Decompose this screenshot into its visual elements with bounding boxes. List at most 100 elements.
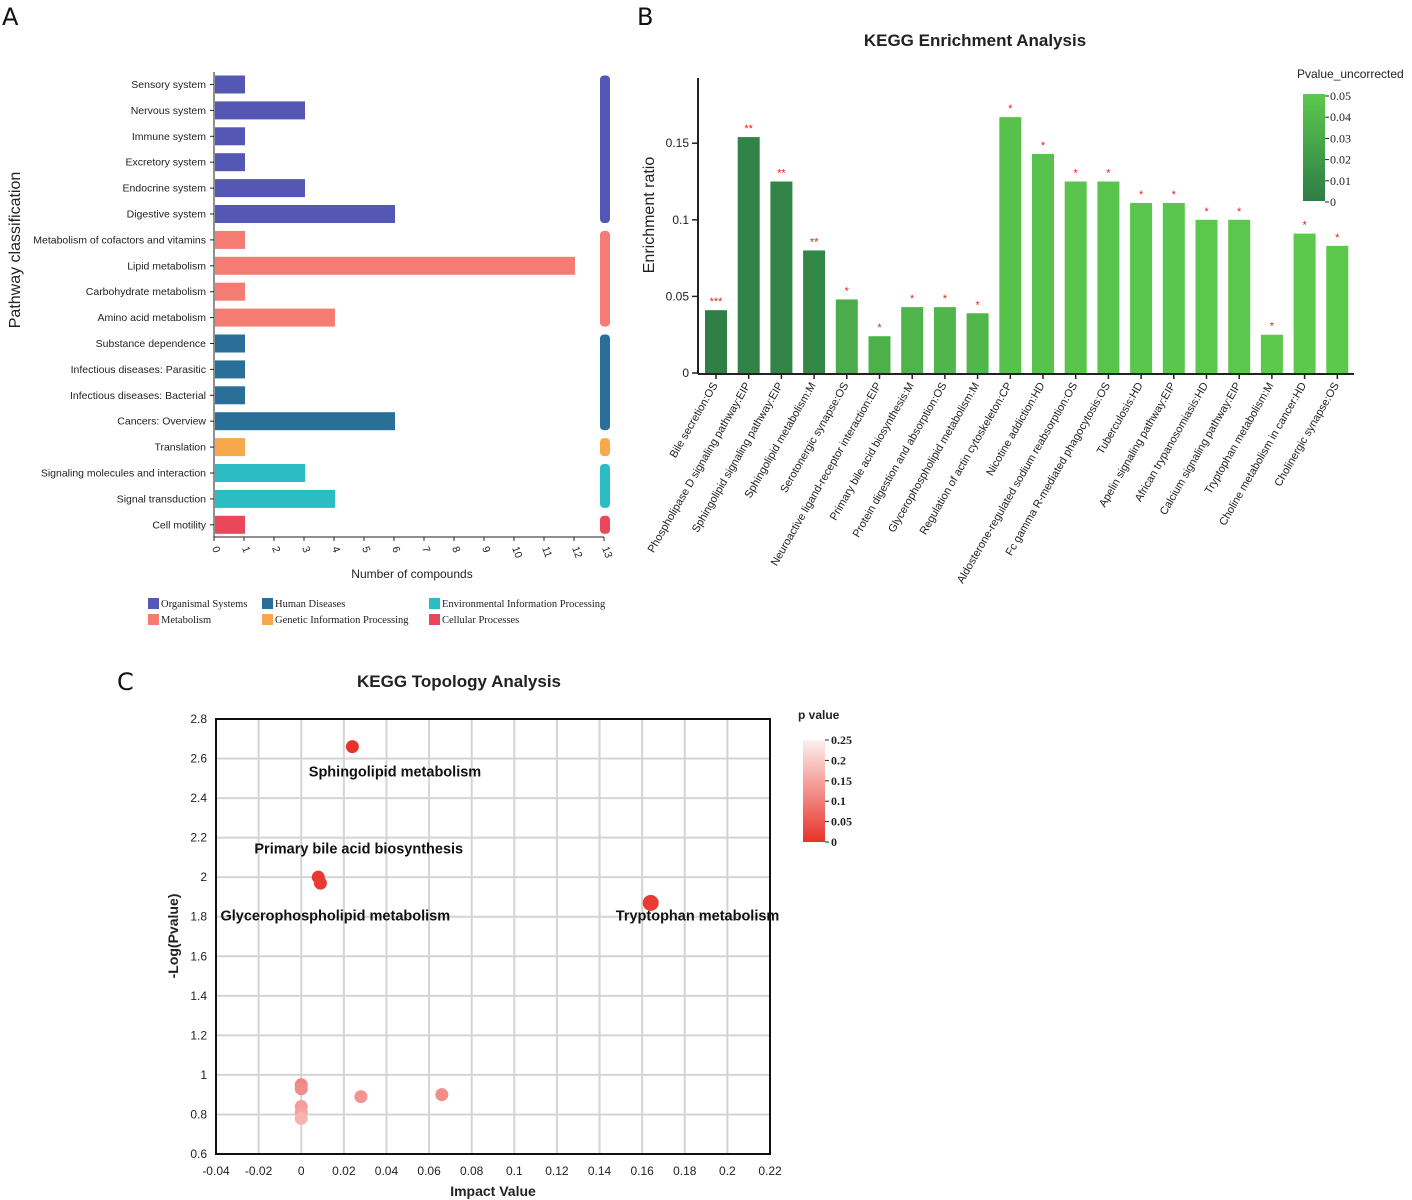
a-bar [215, 127, 245, 146]
a-legend-label: Organismal Systems [161, 599, 247, 610]
a-bar [215, 230, 245, 249]
a-group-indicator [600, 515, 610, 534]
c-data-point [313, 876, 327, 890]
a-category-label: Translation [154, 442, 206, 454]
a-category-label: Immune system [132, 131, 206, 143]
c-x-tick-label: 0.22 [758, 1164, 782, 1178]
a-category-label: Lipid metabolism [127, 260, 206, 272]
c-x-tick-label: 0.02 [332, 1164, 356, 1178]
c-x-tick-label: 0.18 [673, 1164, 697, 1178]
a-x-tick-label: 4 [329, 545, 342, 555]
a-bar [215, 360, 245, 379]
a-category-label: Signaling molecules and interaction [41, 468, 206, 480]
a-bar [215, 334, 245, 353]
c-chart-title: KEGG Topology Analysis [357, 672, 561, 691]
b-significance-mark: * [1270, 321, 1275, 333]
b-significance-mark: * [1302, 220, 1307, 232]
c-data-point [435, 1088, 449, 1102]
c-colorbar-tick-label: 0 [831, 835, 837, 849]
a-group-indicator [600, 464, 610, 508]
a-x-tick-label: 8 [449, 545, 462, 555]
panel-b-kegg-enrichment: KEGG Enrichment Analysis Enrichment rati… [641, 31, 1404, 586]
a-x-tick-label: 5 [359, 545, 372, 555]
c-y-tick-label: 0.8 [190, 1107, 207, 1121]
b-bar [1293, 233, 1316, 373]
panel-a-pathway-classification: Pathway classification Number of compoun… [7, 72, 615, 626]
b-significance-mark: ** [810, 236, 819, 248]
b-bar [1326, 245, 1349, 373]
c-y-tick-label: 1 [200, 1068, 207, 1082]
b-bar [737, 137, 760, 373]
a-category-label: Infectious diseases: Parasitic [71, 364, 206, 376]
b-colorbar-title: Pvalue_uncorrected [1297, 67, 1404, 81]
b-bar [1097, 181, 1120, 373]
a-legend-swatch [148, 614, 159, 625]
b-significance-mark: * [943, 293, 948, 305]
b-significance-mark: * [1139, 189, 1144, 201]
b-significance-mark: * [1237, 206, 1242, 218]
b-significance-mark: *** [710, 296, 724, 308]
a-bar [215, 464, 305, 482]
b-bar [1032, 153, 1054, 373]
c-x-tick-label: -0.04 [202, 1164, 230, 1178]
a-bar [215, 308, 335, 327]
c-colorbar [803, 740, 825, 842]
a-bar [215, 75, 245, 94]
c-x-tick-label: 0.16 [630, 1164, 654, 1178]
b-bar [901, 307, 924, 373]
b-bar [803, 250, 826, 373]
c-data-point [294, 1111, 308, 1125]
b-bar [1228, 219, 1251, 373]
b-x-tick-label: Aldosterone-regulated sodium reabsorptio… [955, 381, 1080, 586]
b-bar [705, 310, 727, 373]
b-bar [999, 117, 1022, 373]
a-x-tick-label: 6 [389, 545, 402, 555]
b-colorbar-tick-label: 0.01 [1330, 174, 1351, 188]
b-significance-mark: * [1106, 168, 1111, 180]
a-x-tick-label: 0 [209, 545, 222, 555]
c-x-tick-label: 0 [298, 1164, 305, 1178]
c-x-tick-label: 0.1 [506, 1164, 523, 1178]
a-x-tick-label: 7 [419, 545, 432, 555]
a-legend-label: Human Diseases [275, 599, 345, 610]
b-y-tick-label: 0.05 [666, 289, 690, 303]
b-y-tick-label: 0.1 [672, 213, 689, 227]
c-colorbar-tick-label: 0.2 [831, 753, 846, 767]
a-bar [215, 412, 395, 431]
c-colorbar-tick-label: 0.15 [831, 774, 852, 788]
b-y-tick-label: 0 [682, 366, 689, 380]
a-category-label: Excretory system [125, 157, 206, 169]
c-y-tick-label: 1.6 [190, 949, 207, 963]
b-y-tick-label: 0.15 [666, 136, 690, 150]
b-significance-mark: * [910, 293, 915, 305]
a-x-tick-label: 9 [479, 545, 492, 555]
a-category-label: Infectious diseases: Bacterial [70, 390, 206, 402]
a-x-tick-label: 1 [239, 545, 252, 555]
b-bar [933, 307, 956, 373]
a-legend-label: Cellular Processes [442, 615, 519, 626]
a-group-indicator [600, 334, 610, 431]
b-bar [1260, 334, 1283, 373]
a-bar [215, 282, 245, 301]
a-bar [215, 179, 305, 198]
b-bar [770, 181, 793, 373]
c-point-annotation: Primary bile acid biosynthesis [254, 841, 463, 857]
b-significance-mark: * [877, 322, 882, 334]
a-category-label: Amino acid metabolism [97, 312, 206, 324]
a-x-tick-label: 2 [269, 545, 282, 555]
a-bar [215, 438, 245, 457]
a-bar [215, 256, 575, 275]
c-y-tick-label: 1.2 [190, 1028, 207, 1042]
c-y-axis-title: -Log(Pvalue) [165, 894, 181, 979]
c-colorbar-tick-label: 0.05 [831, 815, 852, 829]
c-x-tick-label: 0.12 [545, 1164, 569, 1178]
b-significance-mark: * [1335, 232, 1340, 244]
b-x-tick-label: Cholinergic synapse:OS [1272, 381, 1341, 489]
b-colorbar-tick-label: 0.05 [1330, 89, 1351, 103]
c-x-axis-title: Impact Value [450, 1183, 536, 1199]
c-data-point [354, 1090, 368, 1104]
c-x-tick-label: 0.06 [417, 1164, 441, 1178]
b-colorbar-tick-label: 0.02 [1330, 153, 1351, 167]
b-bar [1195, 219, 1218, 373]
a-legend-label: Metabolism [161, 615, 211, 626]
